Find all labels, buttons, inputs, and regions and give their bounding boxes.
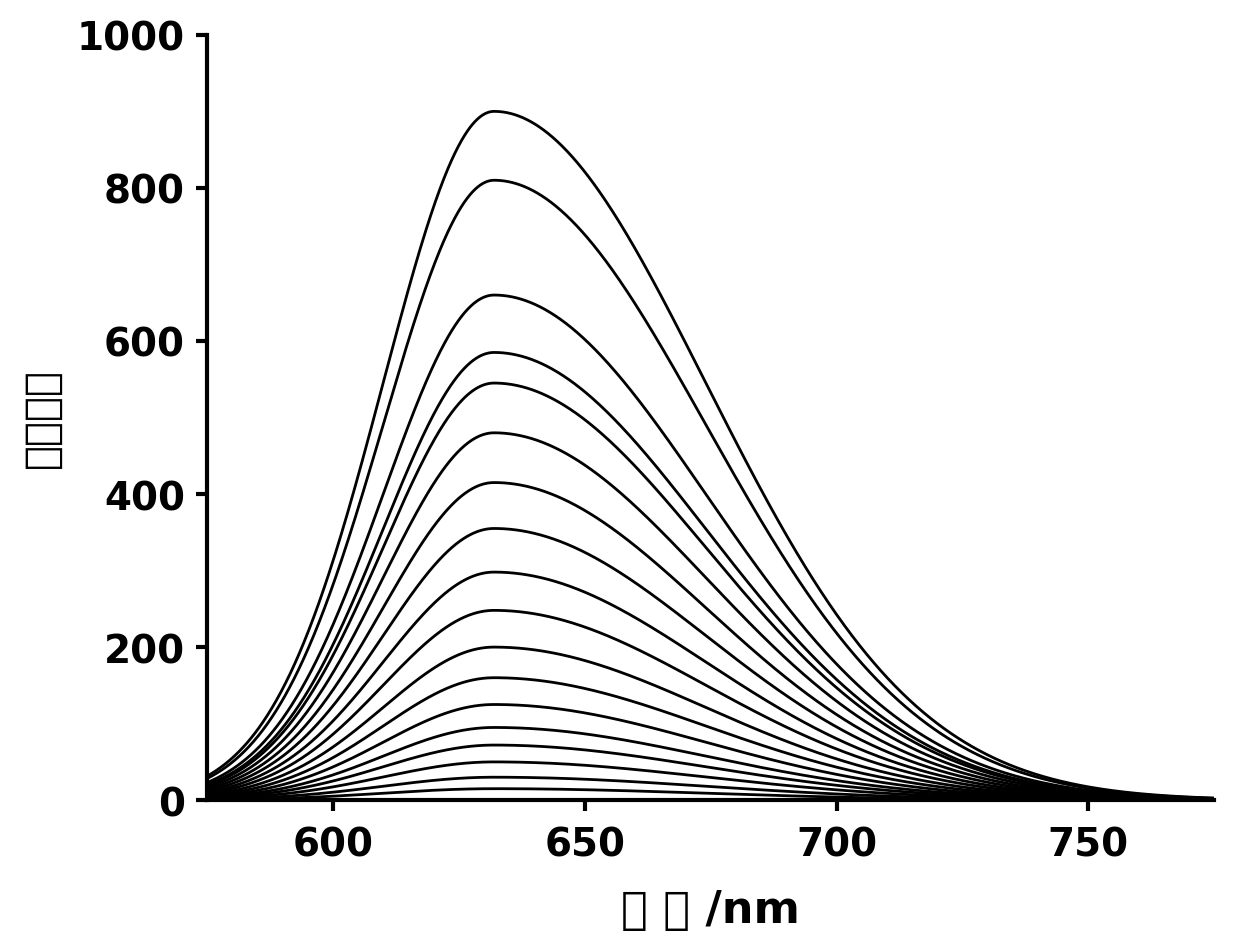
Y-axis label: 荧光强度: 荧光强度: [21, 368, 63, 468]
X-axis label: 波 长 /nm: 波 长 /nm: [621, 888, 800, 931]
